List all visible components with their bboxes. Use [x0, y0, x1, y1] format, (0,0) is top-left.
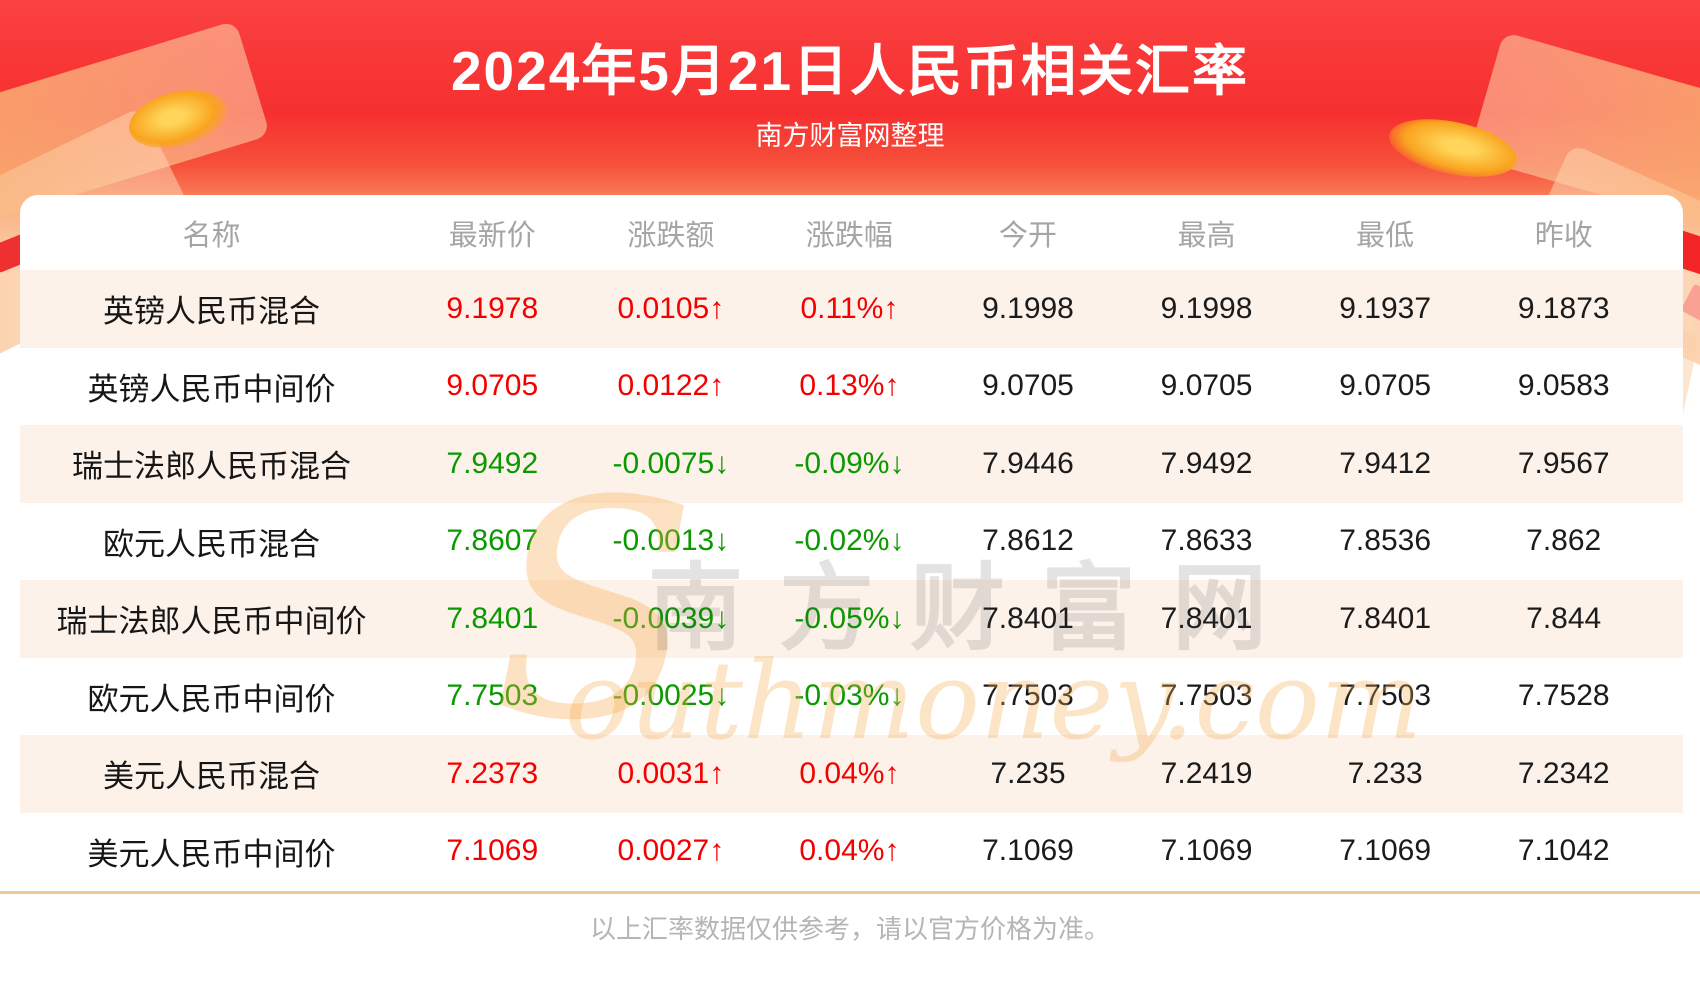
table-row: 美元人民币混合 7.2373 0.0031↑ 0.04%↑ 7.235 7.2419 7.2… [20, 735, 1683, 813]
cell-open: 7.8401 [982, 601, 1074, 635]
cell-low: 9.1937 [1339, 291, 1432, 325]
footer-note: 以上汇率数据仅供参考，请以官方价格为准。 [589, 914, 1110, 944]
cell-high: 7.2419 [1160, 756, 1253, 790]
cell-open: 7.235 [990, 756, 1066, 790]
cell-name: 英镑人民币混合 [103, 294, 320, 330]
cell-change_pct: 0.13%↑ [799, 369, 900, 403]
cell-prev_close: 7.7528 [1517, 679, 1610, 713]
cell-change: -0.0013↓ [612, 524, 730, 558]
cell-low: 9.0705 [1339, 369, 1432, 403]
header-cell: 涨跌幅 [805, 219, 893, 252]
cell-open: 9.1998 [982, 291, 1074, 325]
cell-change: 0.0031↑ [617, 756, 725, 790]
cell-high: 7.9492 [1160, 446, 1253, 480]
cell-high: 9.0705 [1160, 369, 1253, 403]
cell-prev_close: 7.2342 [1517, 756, 1610, 790]
cell-high: 9.1998 [1160, 291, 1253, 325]
table-row: 英镑人民币中间价 9.0705 0.0122↑ 0.13%↑ 9.0705 9.0705 9… [20, 348, 1683, 426]
cell-change_pct: 0.11%↑ [800, 291, 899, 325]
cell-change_pct: -0.03%↓ [794, 679, 905, 713]
page-subtitle: 南方财富网整理 [755, 121, 945, 151]
header-cell: 昨收 [1534, 219, 1593, 252]
cell-name: 瑞士法郎人民币中间价 [56, 604, 367, 640]
cell-high: 7.8633 [1160, 524, 1253, 558]
cell-open: 7.8612 [982, 524, 1074, 558]
cell-change: -0.0025↓ [612, 679, 730, 713]
cell-latest: 7.2373 [446, 756, 539, 790]
cell-low: 7.233 [1347, 756, 1423, 790]
cell-name: 欧元人民币中间价 [87, 681, 336, 717]
cell-low: 7.8536 [1339, 524, 1432, 558]
cell-name: 瑞士法郎人民币混合 [72, 449, 351, 485]
cell-high: 7.7503 [1160, 679, 1253, 713]
table-row: 欧元人民币中间价 7.7503 -0.0025↓ -0.03%↓ 7.7503 7.750… [20, 658, 1683, 736]
cell-latest: 9.0705 [446, 369, 539, 403]
cell-change: 0.0122↑ [617, 369, 725, 403]
table-row: 欧元人民币混合 7.8607 -0.0013↓ -0.02%↓ 7.8612 7.8633… [20, 503, 1683, 581]
cell-latest: 7.8401 [446, 601, 539, 635]
header-cell: 涨跌额 [627, 219, 715, 252]
cell-prev_close: 7.9567 [1517, 446, 1610, 480]
cell-name: 美元人民币中间价 [87, 836, 336, 872]
cell-high: 7.1069 [1160, 834, 1253, 868]
table-row: 美元人民币中间价 7.1069 0.0027↑ 0.04%↑ 7.1069 7.1069 7… [20, 813, 1683, 891]
table-row: 瑞士法郎人民币混合 7.9492 -0.0075↓ -0.09%↓ 7.9446 7.94… [20, 425, 1683, 503]
table-body: 英镑人民币混合 9.1978 0.0105↑ 0.11%↑ 9.1998 9.1998 9.… [20, 270, 1683, 890]
cell-change_pct: -0.02%↓ [794, 524, 905, 558]
header-cell: 最新价 [448, 219, 536, 252]
cell-change_pct: -0.09%↓ [794, 446, 905, 480]
cell-change: 0.0027↑ [617, 834, 725, 868]
cell-latest: 7.8607 [446, 524, 539, 558]
cell-low: 7.8401 [1339, 601, 1432, 635]
cell-prev_close: 9.1873 [1517, 291, 1610, 325]
cell-change_pct: -0.05%↓ [794, 601, 905, 635]
cell-latest: 9.1978 [446, 291, 539, 325]
cell-name: 美元人民币混合 [103, 759, 320, 795]
cell-change: 0.0105↑ [617, 291, 725, 325]
page-title: 2024年5月21日人民币相关汇率 [450, 40, 1250, 102]
header-cell: 最高 [1177, 219, 1236, 252]
cell-prev_close: 9.0583 [1517, 369, 1610, 403]
cell-name: 英镑人民币中间价 [87, 371, 336, 407]
cell-open: 7.7503 [982, 679, 1074, 713]
cell-name: 欧元人民币混合 [103, 526, 320, 562]
table-row: 英镑人民币混合 9.1978 0.0105↑ 0.11%↑ 9.1998 9.1998 9.… [20, 270, 1683, 348]
table-row: 瑞士法郎人民币中间价 7.8401 -0.0039↓ -0.05%↓ 7.8401 7.8… [20, 580, 1683, 658]
footer-divider [0, 891, 1700, 894]
cell-prev_close: 7.844 [1526, 601, 1602, 635]
header-cell: 名称 [182, 219, 241, 252]
table-header-row: 名称 最新价 涨跌额 涨跌幅 今开 最高 最低 昨收 [20, 195, 1683, 270]
cell-open: 7.9446 [982, 446, 1074, 480]
cell-low: 7.7503 [1339, 679, 1432, 713]
cell-change: -0.0075↓ [612, 446, 730, 480]
cell-open: 7.1069 [982, 834, 1074, 868]
rates-card: 名称 最新价 涨跌额 涨跌幅 今开 最高 最低 昨收 英镑人民币混合 9.1978 0.0105↑… [20, 195, 1683, 890]
header-cell: 今开 [998, 219, 1057, 252]
cell-latest: 7.9492 [446, 446, 539, 480]
cell-prev_close: 7.1042 [1517, 834, 1610, 868]
header-cell: 最低 [1356, 219, 1415, 252]
cell-latest: 7.7503 [446, 679, 539, 713]
red-ribbon-right-2-icon [1680, 283, 1700, 323]
cell-high: 7.8401 [1160, 601, 1253, 635]
cell-prev_close: 7.862 [1526, 524, 1602, 558]
cell-low: 7.1069 [1339, 834, 1432, 868]
cell-change: -0.0039↓ [612, 601, 730, 635]
cell-latest: 7.1069 [446, 834, 539, 868]
cell-open: 9.0705 [982, 369, 1074, 403]
cell-change_pct: 0.04%↑ [799, 756, 900, 790]
cell-change_pct: 0.04%↑ [799, 834, 900, 868]
cell-low: 7.9412 [1339, 446, 1432, 480]
